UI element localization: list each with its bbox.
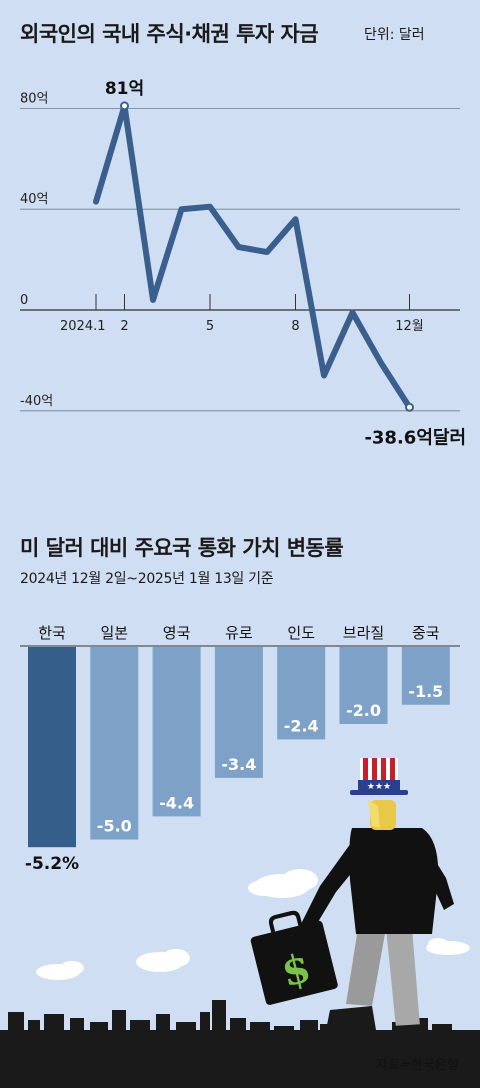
chart2-title: 미 달러 대비 주요국 통화 가치 변동률 bbox=[20, 536, 344, 560]
cloud-icon bbox=[136, 949, 190, 972]
bar-value-label: -5.0 bbox=[97, 817, 132, 836]
x-tick-label: 5 bbox=[206, 319, 214, 334]
y-tick-label: 0 bbox=[20, 293, 28, 308]
bar bbox=[90, 647, 139, 840]
category-label: 한국 bbox=[38, 624, 66, 642]
bar-value-label: -5.2% bbox=[25, 854, 79, 874]
uncle-sam-head bbox=[368, 800, 396, 830]
bar bbox=[339, 647, 388, 724]
bar bbox=[214, 647, 263, 778]
y-tick-label: -40억 bbox=[20, 394, 53, 409]
category-label: 유로 bbox=[225, 624, 253, 642]
category-label: 중국 bbox=[412, 624, 440, 642]
series-line bbox=[93, 102, 413, 411]
cloud-icon bbox=[426, 938, 470, 955]
line-chart: 80억 40억 0 -40억 2024.1 2 5 8 12월 81억 -38.6억달러 bbox=[20, 79, 466, 448]
svg-text:★★★: ★★★ bbox=[367, 782, 391, 792]
source-credit: 자료=한국은행 bbox=[376, 1058, 459, 1073]
x-tick-label: 8 bbox=[291, 319, 299, 334]
chart1-unit: 단위: 달러 bbox=[364, 27, 425, 43]
chart2-subtitle: 2024년 12월 2일~2025년 1월 13일 기준 bbox=[20, 571, 274, 587]
last-point-marker bbox=[405, 402, 414, 412]
y-tick-label: 80억 bbox=[20, 91, 49, 106]
cloud-icon bbox=[36, 961, 84, 980]
bar-value-label: -4.4 bbox=[159, 793, 194, 812]
uncle-sam-legs bbox=[326, 928, 436, 1042]
chart1-title: 외국인의 국내 주식·채권 투자 자금 bbox=[20, 22, 319, 46]
last-value-label: -38.6억달러 bbox=[364, 427, 466, 448]
bar bbox=[152, 647, 201, 817]
y-tick-label: 40억 bbox=[20, 192, 49, 207]
bar-value-label: -2.0 bbox=[346, 701, 381, 720]
x-tick-label: 2 bbox=[120, 319, 128, 334]
x-tick-label: 2024.1 bbox=[60, 319, 106, 334]
bar-value-label: -1.5 bbox=[408, 682, 443, 701]
category-label: 영국 bbox=[163, 624, 191, 642]
bar-value-label: -3.4 bbox=[221, 755, 256, 774]
dollar-briefcase-icon: $ bbox=[250, 910, 338, 1005]
max-value-label: 81억 bbox=[105, 79, 144, 99]
category-label: 인도 bbox=[287, 624, 315, 642]
bar bbox=[401, 647, 450, 705]
x-tick-label: 12월 bbox=[395, 319, 424, 334]
bar bbox=[28, 647, 76, 848]
uncle-sam-hat-icon: ★★★ bbox=[350, 758, 408, 795]
cloud-icon bbox=[248, 869, 318, 898]
bar bbox=[277, 647, 326, 740]
uncle-sam-coat bbox=[300, 828, 454, 934]
bar-value-label: -2.4 bbox=[284, 716, 319, 735]
category-label: 브라질 bbox=[343, 624, 384, 642]
category-label: 일본 bbox=[100, 624, 128, 642]
max-point-marker bbox=[120, 101, 129, 111]
